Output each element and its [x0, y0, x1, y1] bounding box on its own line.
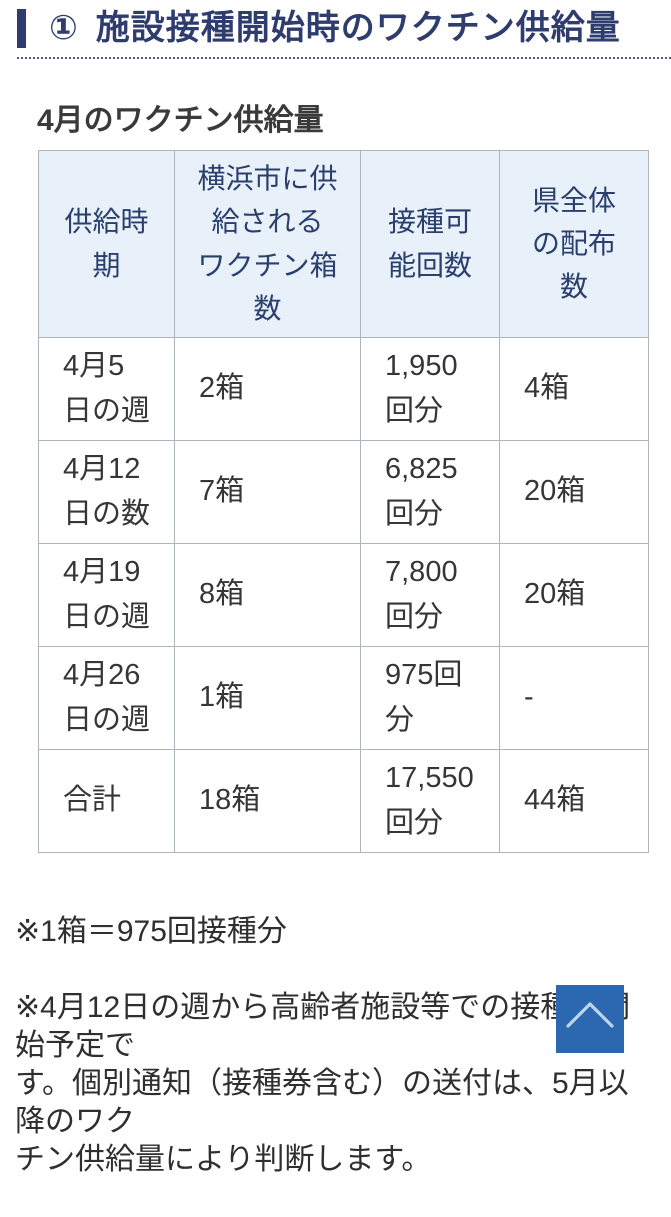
heading-accent-bar: [17, 9, 26, 48]
cell-boxes: 2箱: [174, 336, 361, 441]
cell-doses: 17,550 回分: [360, 748, 500, 853]
page-title: ① 施設接種開始時のワクチン供給量: [49, 8, 621, 47]
col-header-yokohama-boxes: 横浜市に供 給される ワクチン箱 数: [174, 150, 361, 338]
cell-prefecture: -: [499, 645, 649, 750]
table-row: 4月12 日の数 7箱 6,825 回分 20箱: [38, 439, 649, 544]
cell-prefecture: 4箱: [499, 336, 649, 441]
cell-boxes: 1箱: [174, 645, 361, 750]
table-header-row: 供給時 期 横浜市に供 給される ワクチン箱 数 接種可 能回数 県全体 の配布…: [38, 150, 649, 338]
table-row-total: 合計 18箱 17,550 回分 44箱: [38, 748, 649, 853]
heading-title-text: 施設接種開始時のワクチン供給量: [95, 8, 621, 47]
note-box-equivalence: ※1箱＝975回接種分: [15, 914, 287, 948]
cell-doses: 7,800 回分: [360, 542, 500, 647]
col-header-prefecture-distribution: 県全体 の配布 数: [499, 150, 649, 338]
cell-boxes: 7箱: [174, 439, 361, 544]
cell-period: 4月5 日の週: [38, 336, 175, 441]
table-row: 4月26 日の週 1箱 975回 分 -: [38, 645, 649, 750]
table-row: 4月5 日の週 2箱 1,950 回分 4箱: [38, 336, 649, 441]
cell-boxes: 8箱: [174, 542, 361, 647]
vaccine-supply-table: 供給時 期 横浜市に供 給される ワクチン箱 数 接種可 能回数 県全体 の配布…: [38, 150, 649, 853]
chevron-up-icon: [566, 1002, 614, 1028]
cell-period: 4月12 日の数: [38, 439, 175, 544]
cell-prefecture: 44箱: [499, 748, 649, 853]
table-row: 4月19 日の週 8箱 7,800 回分 20箱: [38, 542, 649, 647]
cell-boxes: 18箱: [174, 748, 361, 853]
cell-prefecture: 20箱: [499, 439, 649, 544]
col-header-supply-period: 供給時 期: [38, 150, 175, 338]
cell-doses: 975回 分: [360, 645, 500, 750]
col-header-possible-doses: 接種可 能回数: [360, 150, 500, 338]
cell-period: 4月26 日の週: [38, 645, 175, 750]
table-caption: 4月のワクチン供給量: [37, 104, 324, 137]
cell-period: 4月19 日の週: [38, 542, 175, 647]
page: ① 施設接種開始時のワクチン供給量 4月のワクチン供給量 供給時 期 横浜市に供 …: [0, 9, 671, 1176]
cell-period: 合計: [38, 748, 175, 853]
cell-doses: 1,950 回分: [360, 336, 500, 441]
heading-number: ①: [49, 8, 79, 47]
scroll-to-top-button[interactable]: [556, 985, 624, 1053]
section-heading: ① 施設接種開始時のワクチン供給量: [17, 9, 671, 59]
cell-doses: 6,825 回分: [360, 439, 500, 544]
cell-prefecture: 20箱: [499, 542, 649, 647]
